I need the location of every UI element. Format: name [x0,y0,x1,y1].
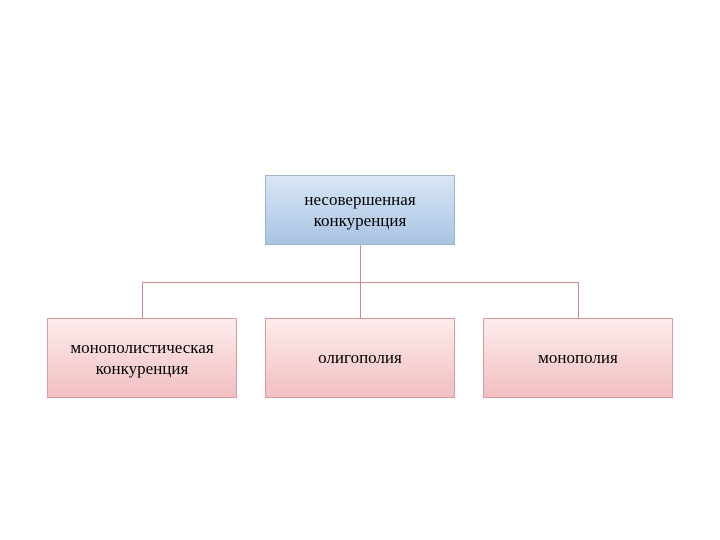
child-node-monopoly: монополия [483,318,673,398]
connector-drop-1 [360,282,361,318]
diagram-canvas: несовершеннаяконкуренция монополистическ… [0,0,720,540]
root-node: несовершеннаяконкуренция [265,175,455,245]
child-label-2: монополия [538,347,618,368]
connector-drop-2 [578,282,579,318]
child-label-1: олигополия [318,347,402,368]
root-label: несовершеннаяконкуренция [304,189,415,232]
child-label-0: монополистическаяконкуренция [70,337,213,380]
child-node-monopolistic-competition: монополистическаяконкуренция [47,318,237,398]
child-node-oligopoly: олигополия [265,318,455,398]
connector-drop-0 [142,282,143,318]
connector-trunk [360,245,361,282]
